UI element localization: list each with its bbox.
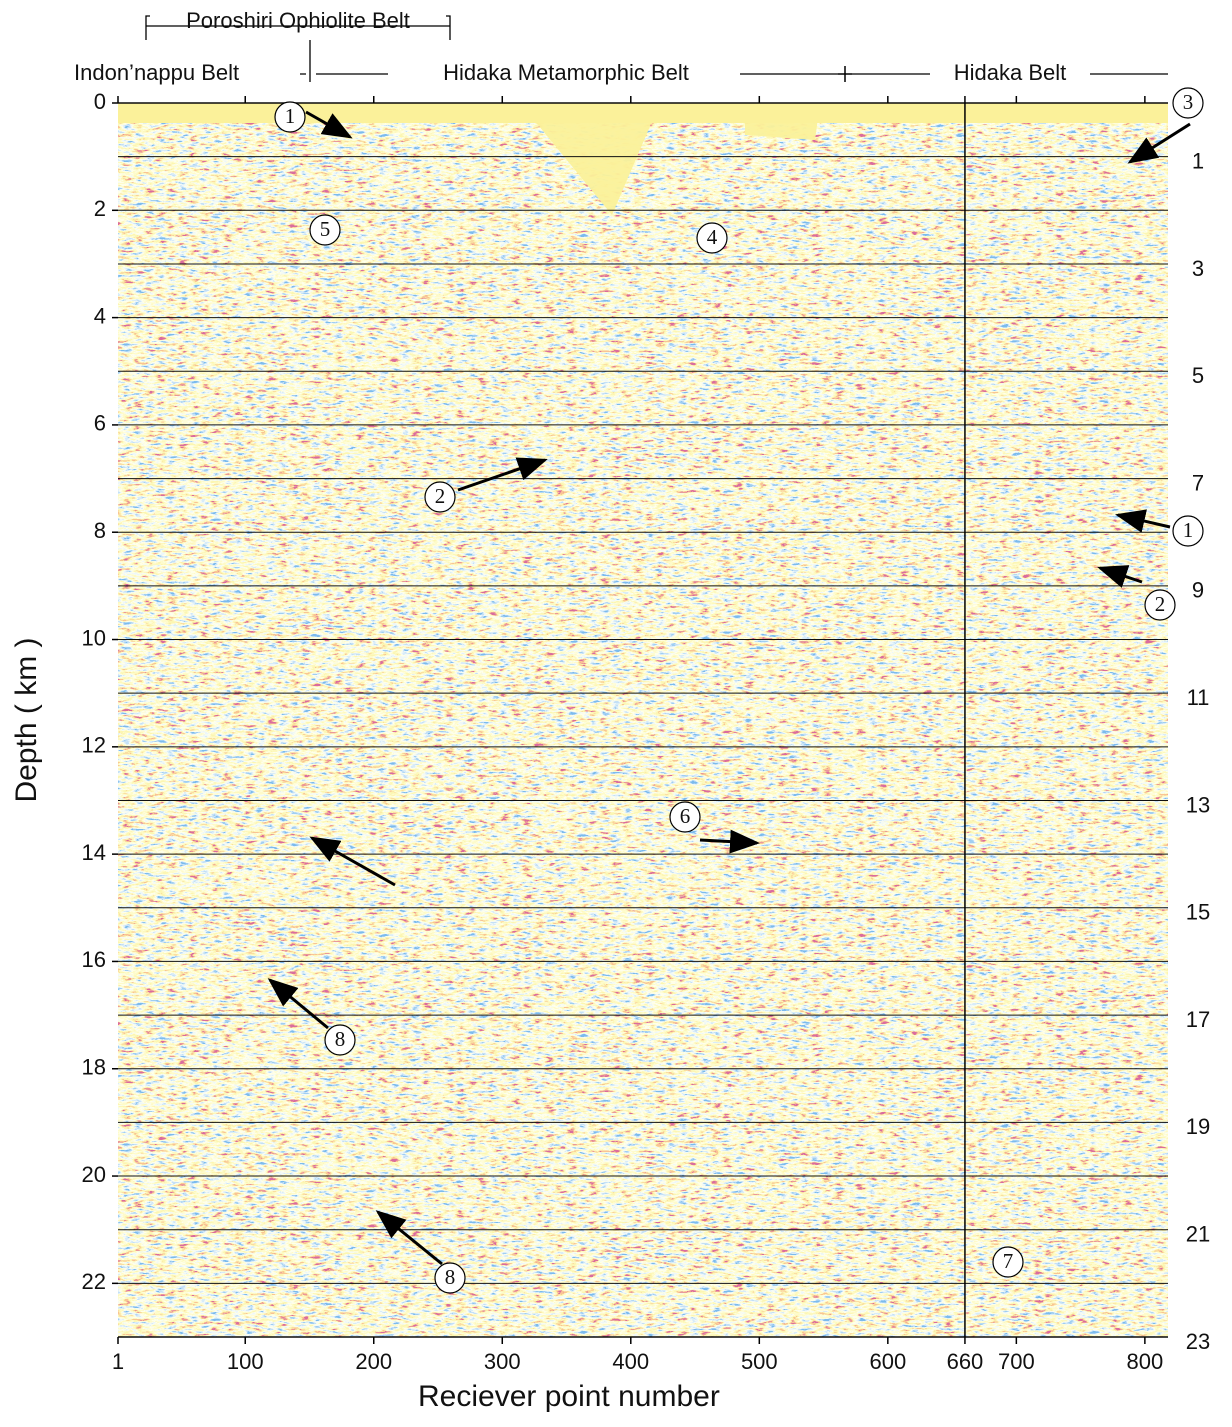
annotation-circle: [669, 801, 701, 833]
x-tick-label: 700: [998, 1349, 1035, 1374]
annotation-circle: [1172, 515, 1204, 547]
y-tick-label: 10: [82, 625, 106, 650]
annotation-label: 3: [1183, 90, 1194, 114]
mute-strip: [118, 103, 1168, 123]
annotation-circle: [1172, 87, 1204, 119]
x-tick-label: 800: [1127, 1349, 1164, 1374]
y-tick-label: 18: [82, 1055, 106, 1080]
annotation-label: 8: [335, 1027, 346, 1051]
y-tick-label: 16: [82, 947, 106, 972]
belt-label: Indon’nappu Belt: [74, 60, 239, 85]
annotation-label: 7: [1003, 1249, 1014, 1273]
y-tick-label: 2: [94, 196, 106, 221]
y2-tick-label: 21: [1186, 1222, 1210, 1247]
belt-star: [838, 66, 852, 82]
x-tick-label: 100: [227, 1349, 264, 1374]
y-tick-label: 12: [82, 733, 106, 758]
y-tick-label: 22: [82, 1269, 106, 1294]
y-tick-label: 4: [94, 303, 106, 328]
belt-label: Poroshiri Ophiolite Belt: [186, 8, 410, 33]
annotation-arrow: [1127, 122, 1191, 164]
y2-tick-label: 1: [1192, 148, 1204, 173]
annotation-arrow: [305, 110, 353, 139]
x-tick-label: 300: [484, 1349, 521, 1374]
seismic-image: [118, 103, 1168, 1337]
annotation-arrow: [267, 978, 329, 1030]
y-tick-label: 14: [82, 840, 106, 865]
annotation-arrow: [1097, 565, 1143, 588]
x-axis-title: Reciever point number: [418, 1380, 720, 1413]
belt-label: Hidaka Metamorphic Belt: [443, 60, 689, 85]
annotation-circle: [1144, 589, 1176, 621]
annotation-label: 4: [707, 225, 718, 249]
belt-label: Hidaka Belt: [954, 60, 1067, 85]
x-tick-label: 600: [869, 1349, 906, 1374]
y2-tick-label: 7: [1192, 470, 1204, 495]
annotation-label: 6: [680, 804, 691, 828]
y-axis-title: Depth ( km ): [10, 637, 43, 802]
x-tick-label: 1: [112, 1349, 124, 1374]
belt-bracket: [145, 15, 451, 82]
annotation-circle: [992, 1246, 1024, 1278]
y2-tick-label: 5: [1192, 363, 1204, 388]
x-tick-label: 660: [947, 1349, 984, 1374]
x-tick-label: 500: [741, 1349, 778, 1374]
annotation-label: 2: [435, 484, 446, 508]
annotation-arrow: [699, 829, 760, 854]
annotation-arrow: [375, 1210, 443, 1266]
y-tick-label: 0: [94, 89, 106, 114]
annotation-circle: [309, 214, 341, 246]
annotation-circle: [696, 222, 728, 254]
y2-tick-label: 3: [1192, 256, 1204, 281]
annotation-label: 1: [1183, 518, 1194, 542]
annotation-circle: [324, 1024, 356, 1056]
y-tick-label: 6: [94, 411, 106, 436]
x-tick-label: 200: [355, 1349, 392, 1374]
annotation-arrow: [309, 836, 396, 887]
annotation-arrow: [457, 457, 548, 492]
x-tick-label: 400: [612, 1349, 649, 1374]
y2-tick-label: 13: [1186, 792, 1210, 817]
annotation-circle: [434, 1262, 466, 1294]
y2-tick-label: 23: [1186, 1329, 1210, 1354]
annotation-label: 8: [445, 1265, 456, 1289]
y2-tick-label: 19: [1186, 1114, 1210, 1139]
y2-tick-label: 9: [1192, 578, 1204, 603]
annotation-arrow: [1115, 509, 1171, 533]
annotation-circle: [424, 481, 456, 513]
y2-tick-label: 17: [1186, 1007, 1210, 1032]
y-tick-label: 20: [82, 1162, 106, 1187]
annotation-label: 5: [320, 217, 331, 241]
annotation-label: 1: [285, 104, 296, 128]
annotation-circle: [274, 101, 306, 133]
y2-tick-label: 15: [1186, 900, 1210, 925]
y2-tick-label: 11: [1187, 685, 1210, 710]
annotation-label: 2: [1155, 592, 1166, 616]
y-tick-label: 8: [94, 518, 106, 543]
